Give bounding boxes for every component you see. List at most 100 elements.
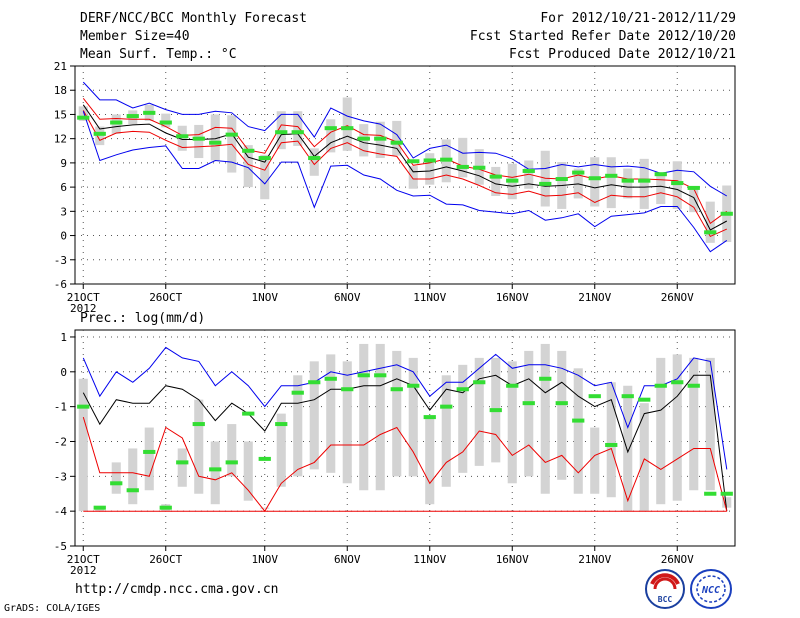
temperature-xtick-label: 16NOV: [496, 291, 529, 304]
precipitation-box: [326, 354, 336, 473]
temperature-median-marker: [456, 164, 469, 169]
temperature-year-label: 2012: [70, 302, 97, 315]
precipitation-box: [260, 507, 270, 509]
temperature-median-marker: [275, 130, 288, 135]
temperature-box: [425, 153, 435, 185]
precipitation-box: [689, 357, 699, 491]
temperature-median-marker: [77, 115, 90, 120]
temperature-ytick-label: 18: [54, 84, 67, 97]
temperature-box: [342, 97, 352, 151]
precipitation-box: [590, 427, 600, 494]
temperature-xtick-label: 21OCT: [67, 291, 100, 304]
precipitation-box: [441, 375, 451, 487]
precipitation-series-line: [82, 346, 728, 470]
temperature-box: [392, 120, 402, 156]
temperature-box: [177, 125, 187, 151]
bcc-logo: BCC: [644, 568, 686, 614]
precipitation-box: [573, 368, 583, 494]
precipitation-box: [111, 462, 121, 494]
temperature-median-marker: [308, 156, 321, 161]
precipitation-box: [210, 441, 220, 505]
precipitation-median-marker: [423, 415, 436, 420]
temperature-frame: [74, 65, 736, 285]
precipitation-box: [243, 441, 253, 501]
precipitation-median-marker: [291, 390, 304, 395]
precipitation-median-marker: [126, 488, 139, 493]
precipitation-median-marker: [374, 373, 387, 378]
header-title: DERF/NCC/BCC Monthly Forecast: [80, 11, 307, 26]
temperature-box: [260, 154, 270, 200]
temperature-median-marker: [291, 130, 304, 135]
precipitation-median-marker: [506, 383, 519, 388]
temperature-median-marker: [126, 114, 139, 119]
precipitation-box: [342, 361, 352, 484]
precipitation-ytick-label: -2: [54, 435, 67, 448]
temperature-box: [161, 113, 171, 128]
temperature-series-line: [82, 97, 728, 225]
precipitation-median-marker: [390, 387, 403, 392]
temperature-median-marker: [258, 156, 271, 161]
precipitation-ytick-label: -1: [54, 401, 67, 414]
precipitation-year-label: 2012: [70, 564, 97, 577]
precipitation-median-marker: [605, 442, 618, 447]
temperature-median-marker: [638, 178, 651, 183]
precipitation-median-marker: [159, 505, 172, 510]
temperature-median-marker: [605, 173, 618, 178]
precipitation-xtick-label: 21NOV: [578, 553, 611, 566]
precipitation-median-marker: [176, 460, 189, 465]
precipitation-median-marker: [357, 373, 370, 378]
precipitation-box: [672, 354, 682, 501]
precipitation-box: [408, 357, 418, 477]
temperature-ytick-label: 12: [54, 133, 67, 146]
temperature-median-marker: [506, 178, 519, 183]
temperature-box: [276, 111, 286, 150]
temperature-box: [408, 166, 418, 189]
temperature-box: [606, 157, 616, 209]
footer-grads: GrADS: COLA/IGES: [4, 603, 101, 614]
precipitation-median-marker: [440, 404, 453, 409]
precipitation-median-marker: [308, 380, 321, 385]
precipitation-median-marker: [522, 401, 535, 406]
temperature-median-marker: [522, 168, 535, 173]
temperature-median-marker: [489, 174, 502, 179]
precipitation-median-marker: [671, 380, 684, 385]
temperature-median-marker: [555, 177, 568, 182]
temperature-xtick-label: 21NOV: [578, 291, 611, 304]
precipitation-box: [623, 385, 633, 512]
temperature-ytick-label: -6: [54, 278, 67, 291]
precipitation-ytick-label: -3: [54, 470, 67, 483]
precipitation-box: [639, 403, 649, 512]
precipitation-xtick-label: 26NOV: [661, 553, 694, 566]
temperature-box: [590, 157, 600, 207]
precipitation-xtick-label: 26OCT: [149, 553, 182, 566]
precipitation-median-marker: [572, 418, 585, 423]
precipitation-median-marker: [456, 387, 469, 392]
precipitation-median-marker: [242, 411, 255, 416]
header-variable: Mean Surf. Temp.: °C: [80, 47, 237, 62]
header-period: For 2012/10/21-2012/11/29: [540, 11, 736, 26]
precipitation-median-marker: [539, 376, 552, 381]
precipitation-xtick-label: 11NOV: [413, 553, 446, 566]
temperature-median-marker: [93, 131, 106, 136]
precipitation-box: [722, 497, 732, 508]
precipitation-box: [194, 399, 204, 494]
temperature-box: [656, 173, 666, 205]
precipitation-median-marker: [687, 383, 700, 388]
precipitation-median-marker: [77, 404, 90, 409]
temperature-median-marker: [539, 181, 552, 186]
temperature-box: [293, 111, 303, 146]
temperature-median-marker: [704, 230, 717, 235]
precipitation-median-marker: [473, 380, 486, 385]
precipitation-frame: [74, 329, 736, 547]
temperature-ytick-label: 3: [60, 205, 67, 218]
precipitation-box: [507, 361, 517, 484]
precipitation-xtick-label: 21OCT: [67, 553, 100, 566]
precipitation-median-marker: [621, 394, 634, 399]
precipitation-median-marker: [555, 401, 568, 406]
precipitation-box: [276, 413, 286, 487]
temperature-median-marker: [242, 148, 255, 153]
precipitation-box: [309, 361, 319, 470]
temperature-box: [458, 137, 468, 178]
footer-url: http://cmdp.ncc.cma.gov.cn: [75, 582, 279, 597]
temperature-xtick-label: 11NOV: [413, 291, 446, 304]
